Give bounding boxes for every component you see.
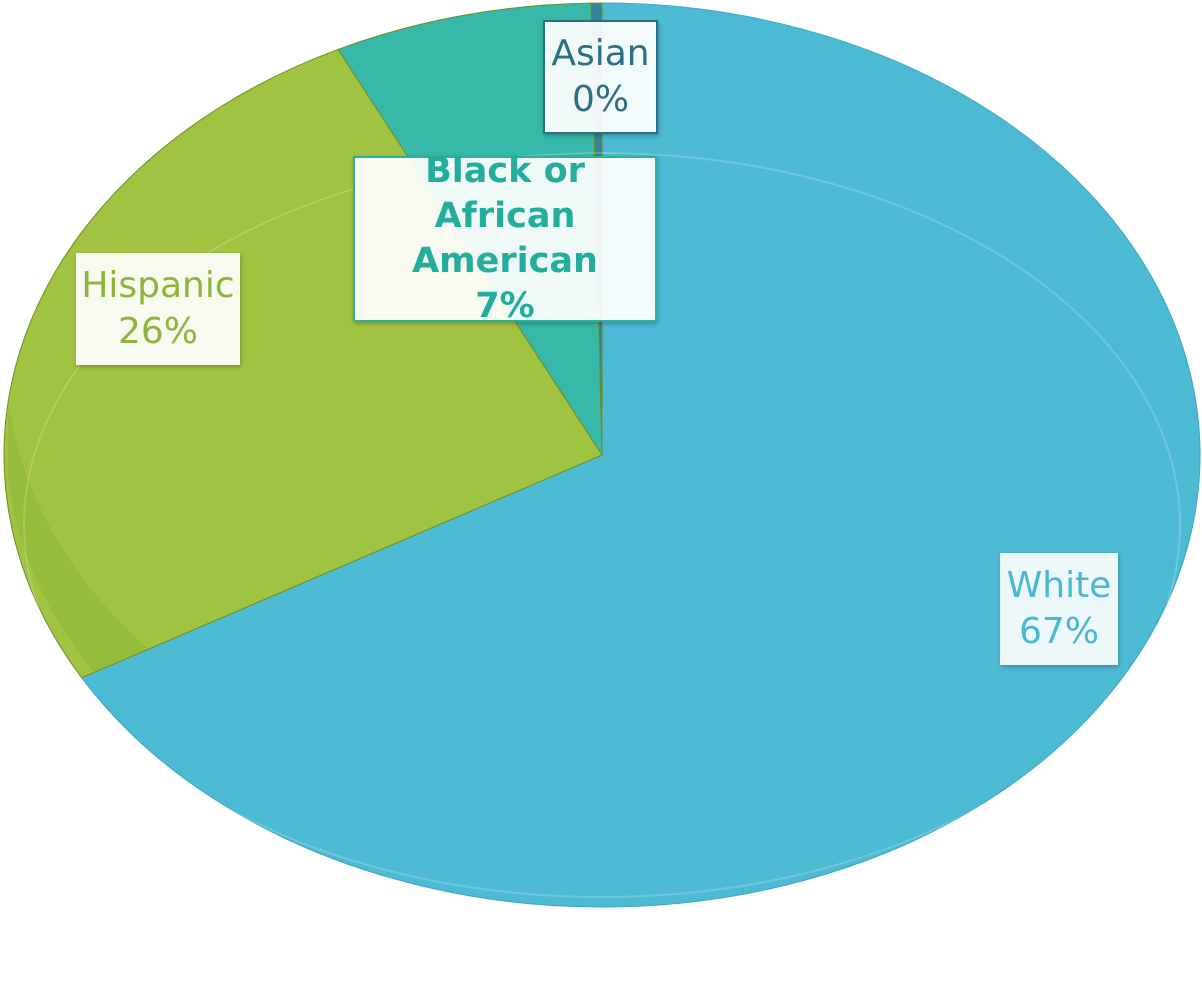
data-label-black-or-african-american: Black or African American 7%: [353, 151, 657, 326]
data-label-white-value: 67%: [1018, 611, 1099, 652]
data-label-white: White 67%: [1000, 553, 1118, 665]
data-label-white-name: White: [1006, 564, 1112, 606]
data-label-hispanic-value: 26%: [117, 311, 198, 352]
pie-slice-hispanic: [3, 48, 603, 679]
data-label-hispanic: Hispanic 26%: [76, 253, 240, 365]
data-label-black-value: 7%: [475, 285, 535, 326]
data-label-black-name: Black or African American: [412, 151, 598, 281]
pie-tops: [3, 2, 1201, 908]
data-label-asian-value: 0%: [571, 79, 630, 120]
pie-rim-highlight: [23, 152, 1181, 898]
data-label-asian: Asian 0%: [543, 20, 658, 134]
pie-slice-white: [80, 2, 1201, 908]
data-label-hispanic-name: Hispanic: [81, 264, 235, 306]
data-label-asian-name: Asian: [551, 32, 650, 74]
